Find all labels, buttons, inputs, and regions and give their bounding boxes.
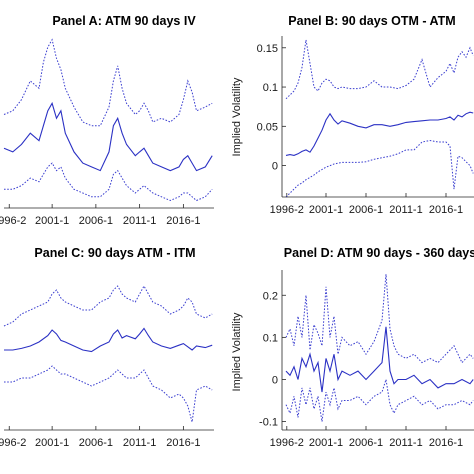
panel-a-lower-band-line [4, 162, 213, 202]
panel-c-mean-line [4, 327, 213, 353]
panel-b-y-tick-label: 0 [272, 161, 278, 173]
panel-c-ticks: 1996-2 2001-1 2006-1 2011-1 2016-1 [0, 426, 201, 449]
panel-a: Panel A: ATM 90 days IV 1996-2 2001-1 2006… [0, 14, 214, 227]
panel-d-lines [285, 274, 474, 422]
panel-c-x-tick-label: 2016-1 [166, 437, 200, 449]
panel-b-x-tick-label: 2016-1 [429, 204, 463, 216]
panel-d-x-tick-label: 1996-2 [270, 437, 304, 449]
panel-d: Panel D: ATM 90 days - 360 days Implied … [231, 246, 474, 449]
panel-b-y-tick-label: 0.1 [263, 82, 278, 94]
panel-b-y-tick-label: 0.15 [257, 43, 278, 55]
panel-b-x-tick-label: 2011-1 [389, 204, 422, 216]
panel-b-y-tick-label: 0.05 [257, 121, 278, 133]
panel-a-x-tick-label: 2011-1 [123, 215, 156, 227]
panel-a-x-tick-label: 2001-1 [35, 215, 69, 227]
panel-c-x-tick-label: 2006-1 [79, 437, 113, 449]
panel-d-x-tick-label: 2016-1 [429, 437, 463, 449]
panel-c-x-tick-label: 2001-1 [35, 437, 69, 449]
panel-a-lines [3, 38, 213, 202]
panel-d-y-tick-label: 0.1 [263, 332, 278, 344]
panel-c-lower-band-line [4, 365, 213, 423]
panel-b-lower-band-line [285, 139, 474, 198]
panel-c: Panel C: 90 days ATM - ITM 1996-2 2001-1 2… [0, 246, 214, 449]
panel-b-title: Panel B: 90 days OTM - ATM [288, 14, 455, 28]
panel-b-x-tick-label: 2001-1 [309, 204, 343, 216]
panel-d-mean-line [285, 326, 474, 393]
panel-a-x-tick-label: 1996-2 [0, 215, 26, 227]
panel-a-title: Panel A: ATM 90 days IV [52, 14, 196, 28]
panel-d-ticks: 1996-2 2001-1 2006-1 2011-1 2016-1 -0.1 0 0.1 0.… [259, 290, 463, 449]
panel-d-x-tick-label: 2001-1 [309, 437, 343, 449]
panel-c-title: Panel C: 90 days ATM - ITM [34, 246, 195, 260]
panel-b-x-tick-label: 1996-2 [270, 204, 304, 216]
panel-d-upper-band-line [285, 274, 474, 364]
panel-d-ylabel: Implied Volatility [231, 312, 243, 391]
panel-d-title: Panel D: ATM 90 days - 360 days [284, 246, 474, 260]
panel-b-ticks: 1996-2 2001-1 2006-1 2011-1 2016-1 0 0.05 0.1 0.… [257, 43, 464, 216]
panel-b-mean-line [285, 111, 474, 156]
panel-d-y-tick-label: -0.1 [259, 417, 278, 429]
panel-a-ticks: 1996-2 2001-1 2006-1 2011-1 2016-1 [0, 204, 201, 227]
panel-b-axes [281, 36, 474, 198]
panel-b-upper-band-line [285, 39, 474, 100]
panel-d-lower-band-line [285, 379, 474, 422]
panel-d-axes [281, 270, 474, 431]
panel-a-x-tick-label: 2006-1 [79, 215, 113, 227]
panel-d-x-tick-label: 2006-1 [349, 437, 383, 449]
panel-b-lines [285, 39, 474, 198]
panel-d-y-tick-label: 0 [272, 374, 278, 386]
panel-a-mean-line [3, 101, 213, 172]
panel-c-upper-band-line [3, 284, 213, 327]
panel-b-ylabel: Implied Volatility [231, 77, 243, 156]
panel-d-x-tick-label: 2011-1 [389, 437, 422, 449]
panel-c-x-tick-label: 2011-1 [123, 437, 156, 449]
panel-b-x-tick-label: 2006-1 [349, 204, 383, 216]
panel-a-x-tick-label: 2016-1 [166, 215, 200, 227]
panel-c-x-tick-label: 1996-2 [0, 437, 26, 449]
panel-a-upper-band-line [3, 38, 213, 127]
panel-c-lines [3, 284, 213, 423]
panel-d-y-tick-label: 0.2 [263, 290, 278, 302]
panel-b: Panel B: 90 days OTM - ATM Implied Volat… [231, 14, 474, 216]
